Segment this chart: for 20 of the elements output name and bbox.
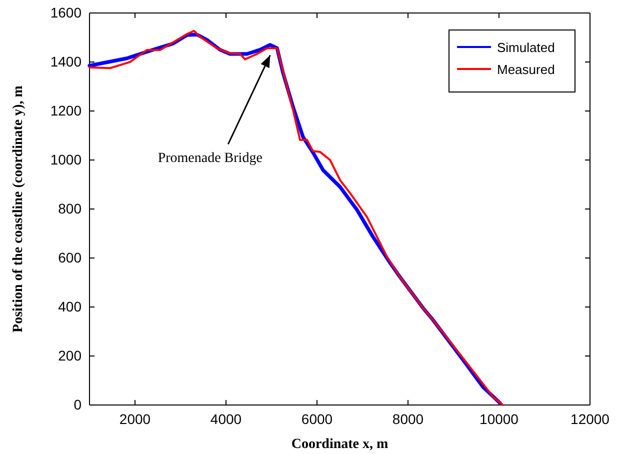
- y-tick-label: 800: [58, 200, 82, 216]
- annotation: Promenade Bridge: [158, 151, 262, 166]
- y-tick-label: 1200: [50, 102, 82, 118]
- x-tick-label: 2000: [119, 410, 151, 427]
- y-tick-label: 200: [58, 347, 82, 364]
- y-tick-label: 400: [58, 298, 82, 314]
- x-tick-label: 12000: [570, 410, 610, 427]
- x-tick-label: 4000: [210, 410, 242, 427]
- y-tick-label: 1400: [50, 53, 82, 70]
- x-tick-label: 6000: [301, 410, 333, 427]
- y-tick-label: 0: [74, 396, 82, 412]
- y-axis-title: Position of the coastline (coordinate y), m: [11, 85, 26, 332]
- y-tick-label: 600: [58, 249, 82, 266]
- x-tick-label: 10000: [480, 410, 519, 427]
- legend-label: Measured: [497, 62, 555, 77]
- x-axis-title: Coordinate x, m: [291, 437, 388, 452]
- legend-label: Simulated: [497, 40, 555, 55]
- y-tick-label: 1000: [50, 151, 82, 168]
- x-tick-label: 8000: [392, 410, 424, 427]
- y-tick-label: 1600: [50, 4, 82, 20]
